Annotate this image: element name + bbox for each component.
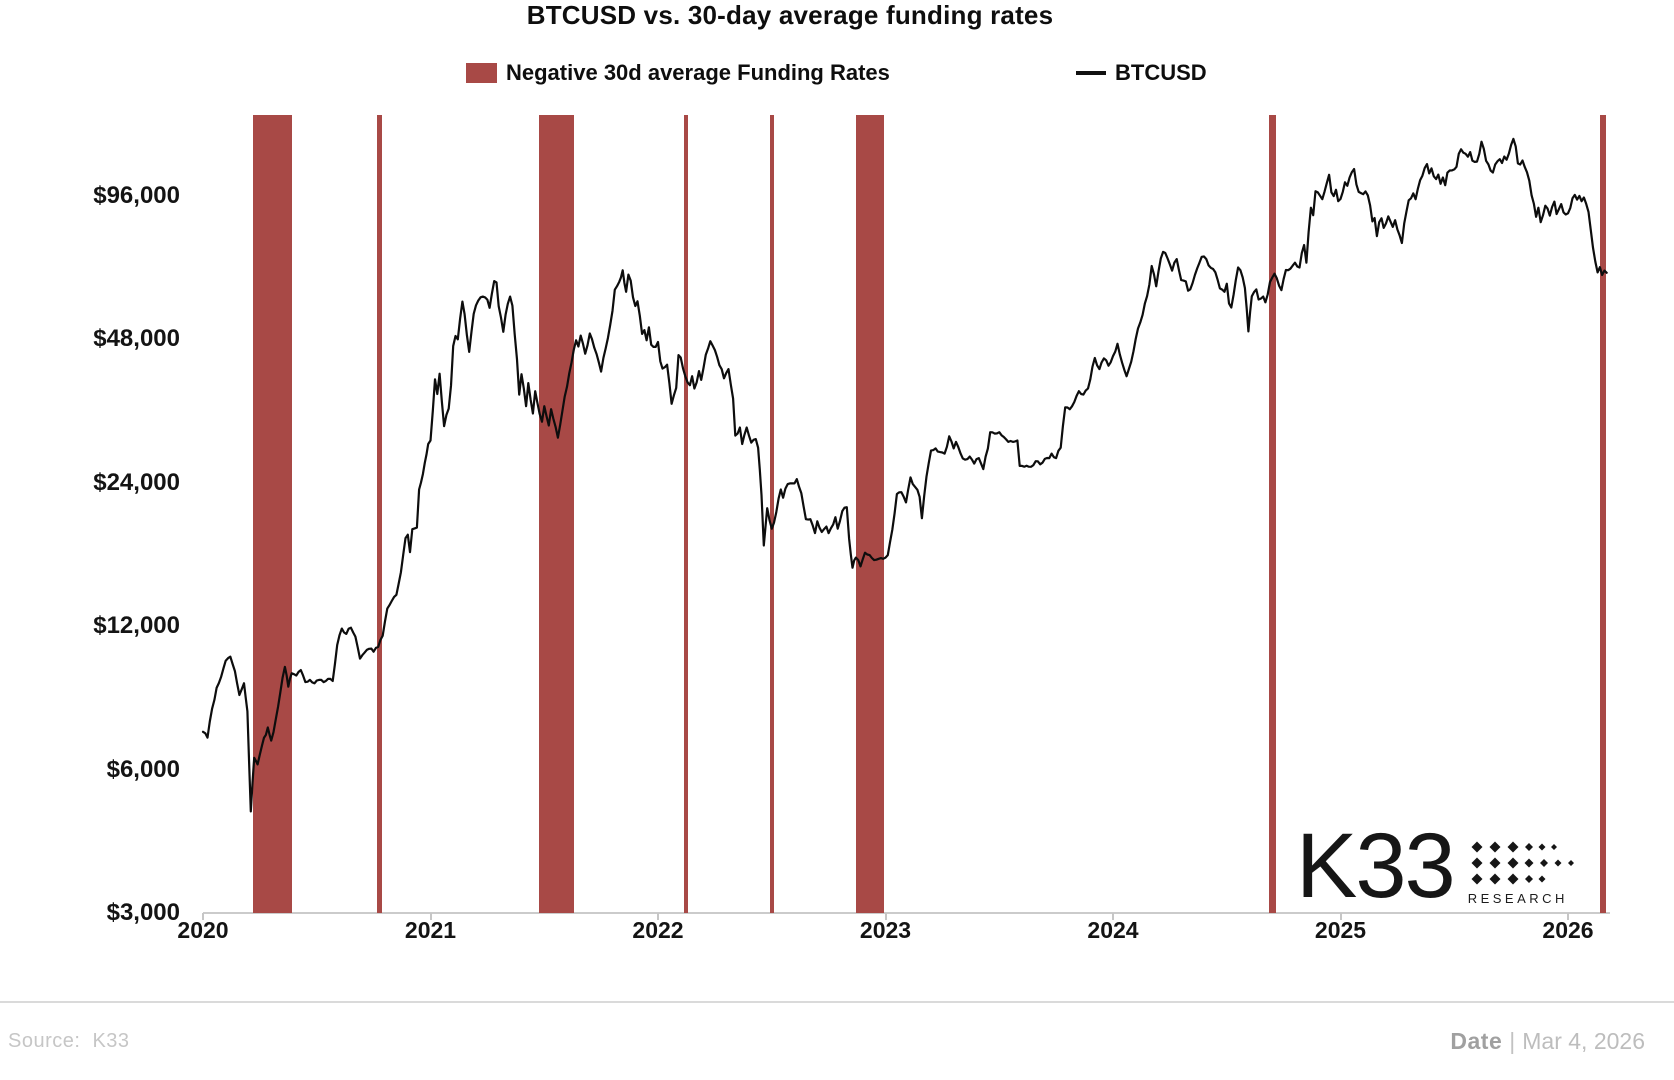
footer-source: Source: K33 xyxy=(8,1030,130,1053)
date-value: Mar 4, 2026 xyxy=(1522,1028,1645,1054)
x-axis-label: 2025 xyxy=(1314,917,1367,943)
x-axis-label: 2020 xyxy=(177,917,229,943)
legend-item-funding-bands: Negative 30d average Funding Rates xyxy=(466,60,890,86)
k33-logo-mark: RESEARCH xyxy=(1468,838,1578,908)
k33-diamonds-icon xyxy=(1471,841,1574,885)
y-axis-label: $96,000 xyxy=(93,181,180,209)
x-axis-tick xyxy=(1339,913,1342,920)
funding-band xyxy=(683,115,688,913)
btcusd-price-line xyxy=(201,137,1608,813)
funding-band xyxy=(1600,115,1606,913)
date-separator: | xyxy=(1509,1028,1516,1054)
source-value: K33 xyxy=(92,1030,130,1052)
k33-logo-text: K33 xyxy=(1296,815,1456,917)
line-swatch-icon xyxy=(1076,71,1106,75)
x-axis-label: 2024 xyxy=(1087,917,1139,943)
funding-band xyxy=(769,115,774,913)
funding-band xyxy=(1269,115,1277,913)
date-label: Date xyxy=(1450,1028,1503,1054)
x-axis-tick xyxy=(1567,913,1569,920)
legend-label-funding-bands: Negative 30d average Funding Rates xyxy=(506,60,890,85)
x-axis-tick xyxy=(429,913,432,920)
funding-band-swatch-icon xyxy=(466,63,497,83)
footer-divider xyxy=(0,1001,1674,1003)
y-axis-label: $3,000 xyxy=(106,899,180,926)
footer-date: Date | Mar 4, 2026 xyxy=(1450,1028,1645,1055)
chart-title: BTCUSD vs. 30-day average funding rates xyxy=(526,0,1054,30)
source-label: Source: xyxy=(8,1030,81,1052)
funding-band xyxy=(253,115,292,913)
k33-research-logo: K33 RESEARCH xyxy=(1296,815,1578,917)
funding-band xyxy=(377,115,382,913)
funding-band xyxy=(539,115,574,913)
funding-band xyxy=(855,115,884,913)
x-axis-tick xyxy=(202,913,204,920)
y-axis-label: $6,000 xyxy=(106,755,180,783)
x-axis-line xyxy=(203,912,1610,914)
x-axis-tick xyxy=(1112,913,1114,920)
legend-item-btcusd: BTCUSD xyxy=(1076,60,1207,86)
legend-label-btcusd: BTCUSD xyxy=(1115,60,1207,85)
x-axis-label: 2023 xyxy=(859,917,912,943)
x-axis-tick xyxy=(884,913,887,920)
x-axis-label: 2022 xyxy=(632,917,684,943)
x-axis-label: 2021 xyxy=(404,917,457,943)
y-axis-label: $48,000 xyxy=(93,325,180,352)
y-axis-label: $24,000 xyxy=(93,468,180,496)
x-axis-label: 2026 xyxy=(1542,917,1594,943)
y-axis-label: $12,000 xyxy=(93,612,180,639)
x-axis-tick xyxy=(657,913,659,920)
k33-logo-subtext: RESEARCH xyxy=(1467,891,1568,906)
